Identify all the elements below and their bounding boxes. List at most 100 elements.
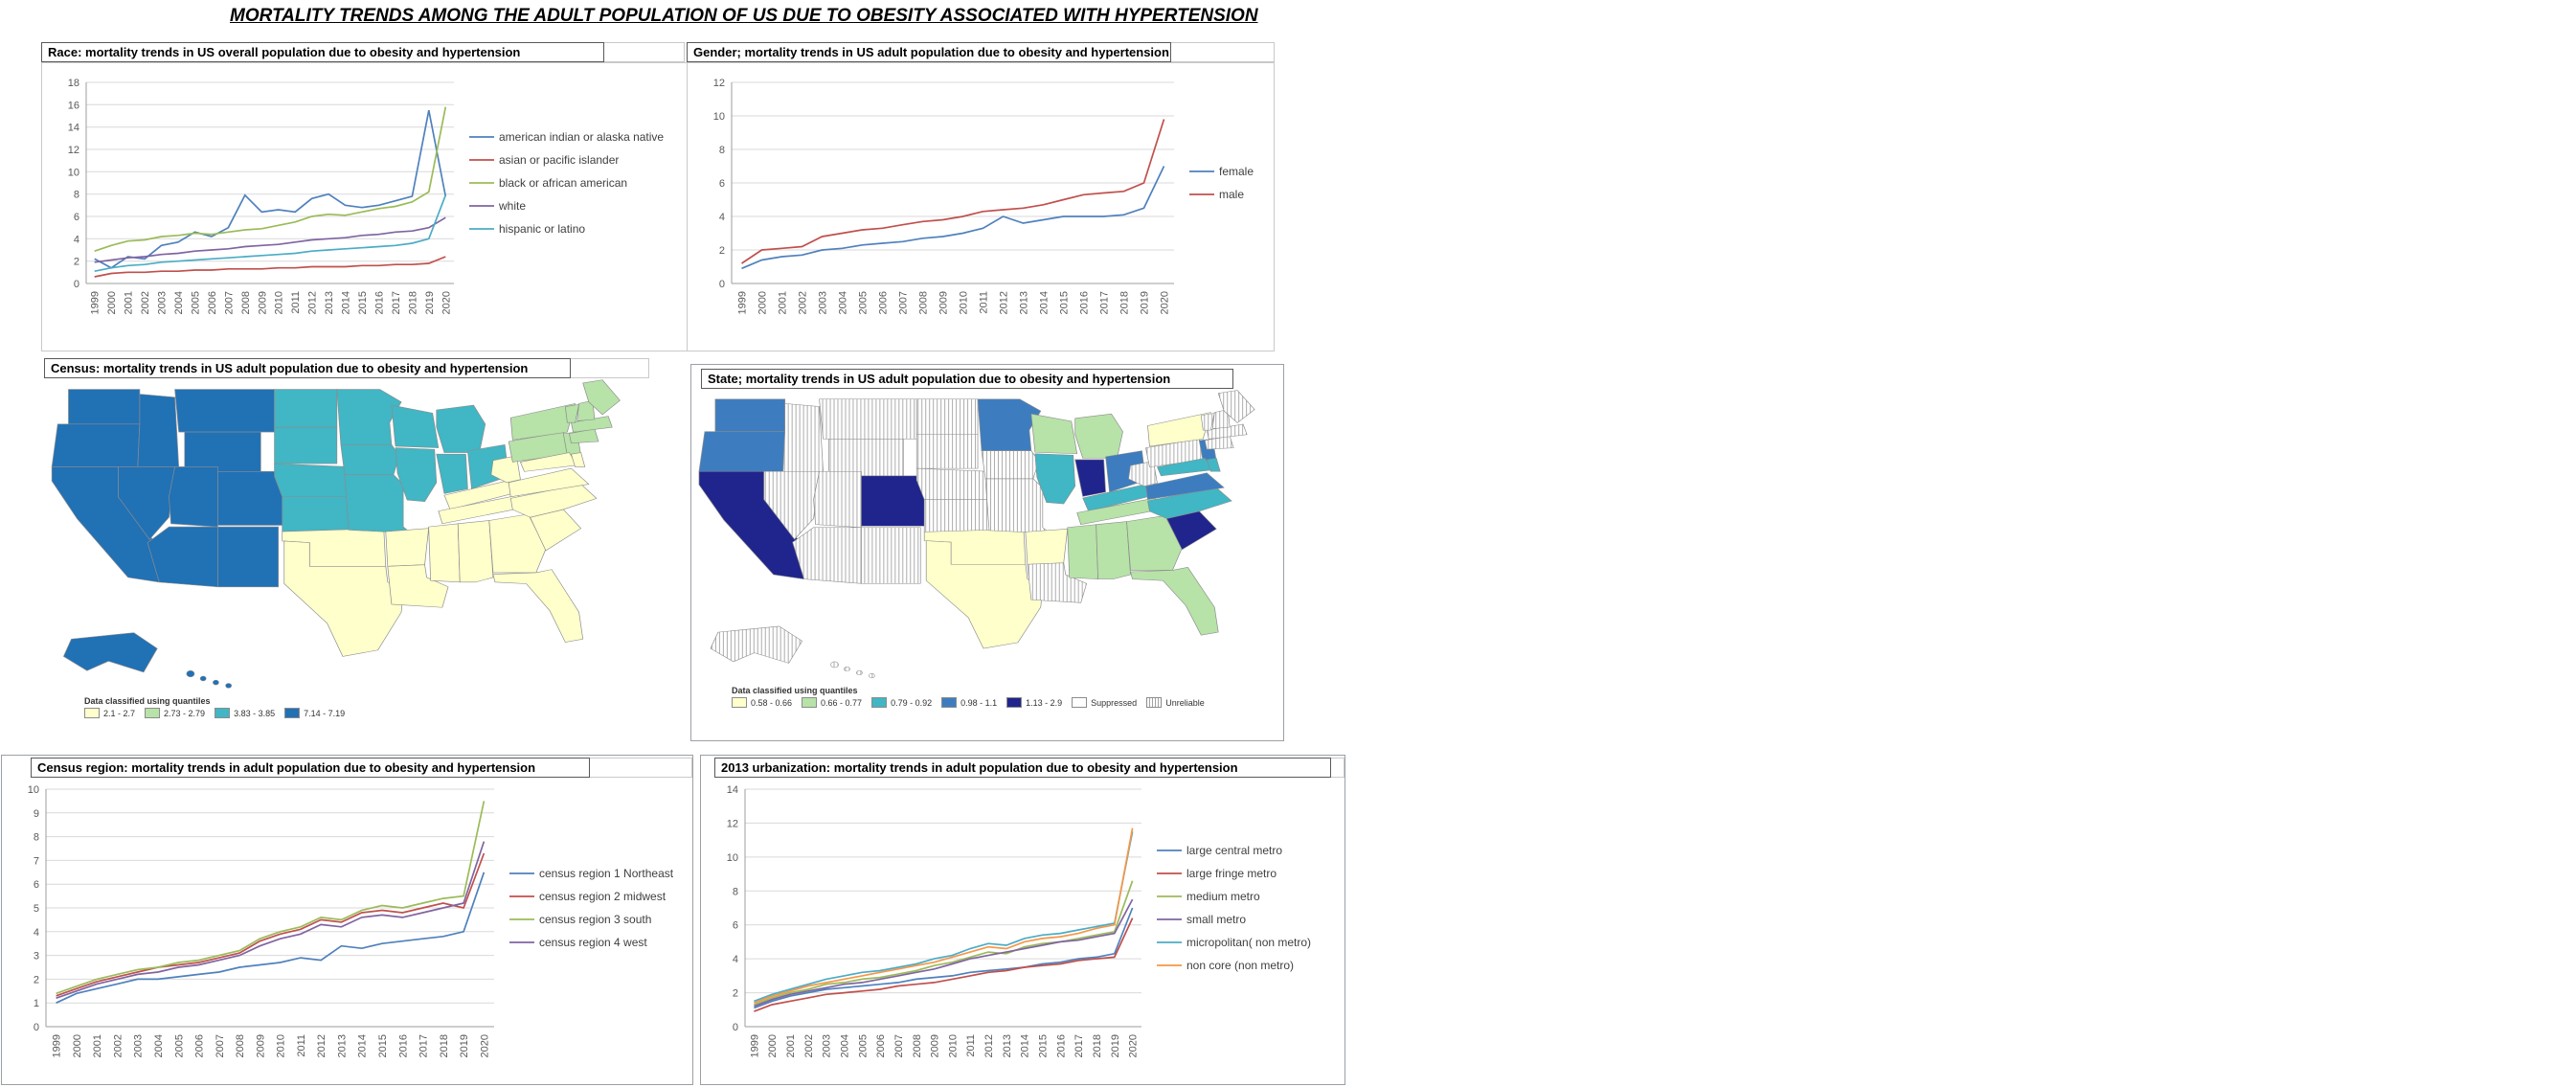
state-IN [436,453,468,494]
svg-text:2020: 2020 [441,291,452,314]
svg-text:10: 10 [68,167,79,178]
series-line [56,841,486,1000]
map-legend-item: 0.98 - 1.1 [941,697,997,708]
map-legend-note: Data classified using quantiles [84,696,211,706]
state-map-title-row: State; mortality trends in US adult popu… [691,365,1283,389]
state-KS [923,499,996,532]
svg-text:2000: 2000 [767,1034,779,1057]
svg-text:18: 18 [68,78,79,89]
state-CO [217,471,285,526]
svg-text:2: 2 [34,974,39,985]
empty-cell [571,358,649,378]
svg-text:2005: 2005 [173,1034,185,1057]
legend-label: Unreliable [1165,697,1205,708]
svg-text:1: 1 [34,998,39,1009]
svg-text:2009: 2009 [938,291,950,314]
census-region-map[interactable] [44,378,649,694]
svg-text:2017: 2017 [1099,291,1111,314]
svg-text:2003: 2003 [133,1034,145,1057]
state-FL [1130,567,1219,636]
race-title-row: Race: mortality trends in US overall pop… [41,42,696,62]
state-MS [428,523,461,583]
state-ID [137,394,180,467]
svg-text:6: 6 [34,879,39,891]
svg-text:4: 4 [74,234,79,245]
legend-entry: small metro [1186,913,1246,926]
svg-text:2011: 2011 [290,291,302,314]
state-GA [1126,515,1183,571]
urbanization-line-chart[interactable]: 0 2 4 6 8 10 12 14 1999 2000 2001 2002 2003 2004 2005 2… [701,778,1344,1082]
state-FL [492,569,584,643]
svg-text:2008: 2008 [918,291,930,314]
state-NV [118,466,175,540]
race-line-chart[interactable]: 0 2 4 6 8 10 12 14 16 18 1999 2000 2001 2002 2003 2004 2… [41,62,696,351]
series-line [754,827,1134,1004]
legend-swatch [802,697,818,708]
census-region-line-chart[interactable]: 0 1 2 3 4 5 6 7 8 9 10 1999 2000 2001 2002 2003 2004 2005… [2,778,692,1082]
svg-text:2000: 2000 [757,291,769,314]
svg-text:1999: 1999 [52,1034,63,1057]
svg-text:2013: 2013 [324,291,335,314]
series-line [741,119,1165,264]
gender-line-chart[interactable]: 0 2 4 6 8 10 12 1999 2000 2001 2002 2003 2004 2005 200… [687,62,1275,351]
svg-text:6: 6 [74,212,79,223]
state-NM [217,526,280,588]
state-MO [984,478,1051,534]
legend-swatch [732,697,747,708]
state-choropleth-map[interactable] [691,389,1283,684]
svg-text:2001: 2001 [778,291,789,314]
svg-text:8: 8 [34,832,39,844]
svg-text:7: 7 [34,855,39,867]
svg-text:2020: 2020 [1128,1034,1140,1057]
svg-text:2010: 2010 [276,1034,287,1057]
svg-text:2: 2 [719,245,725,257]
state-LA [1027,562,1088,603]
svg-text:2010: 2010 [947,1034,959,1057]
svg-text:2018: 2018 [1119,291,1131,314]
svg-text:10: 10 [727,852,738,864]
series-line [754,898,1134,1008]
svg-text:3: 3 [34,951,39,962]
state-KS [282,496,355,532]
map-legend-note: Data classified using quantiles [732,686,858,695]
svg-text:1999: 1999 [90,291,102,314]
state-WA [68,389,141,425]
svg-text:6: 6 [719,178,725,190]
empty-cell [1331,758,1344,778]
legend-entry: census region 4 west [539,936,647,949]
census-map-title-row: Census: mortality trends in US adult pop… [44,358,649,378]
map-legend-item: 3.83 - 3.85 [215,708,275,718]
svg-text:6: 6 [733,920,738,932]
legend-label: Suppressed [1091,697,1138,708]
state-SD [915,434,979,469]
svg-text:0: 0 [733,1022,738,1033]
state-NY [1147,412,1211,447]
svg-text:2016: 2016 [1055,1034,1067,1057]
svg-text:0: 0 [74,279,79,290]
svg-text:2014: 2014 [341,291,352,314]
svg-text:2006: 2006 [875,1034,887,1057]
legend-label: 0.66 - 0.77 [821,697,863,708]
legend-label: 7.14 - 7.19 [304,708,346,718]
state-MI [1074,413,1123,459]
svg-text:2015: 2015 [1059,291,1071,314]
svg-text:2004: 2004 [153,1034,165,1057]
series-line [754,831,1134,1003]
svg-text:2017: 2017 [391,291,402,314]
urbanization-panel: 2013 urbanization: mortality trends in a… [700,755,1345,1085]
svg-text:2007: 2007 [898,291,910,314]
legend-swatch [284,708,301,718]
svg-text:2003: 2003 [818,291,829,314]
svg-text:1999: 1999 [737,291,749,314]
series-line [754,917,1134,1012]
svg-text:2006: 2006 [878,291,890,314]
legend-entry: non core (non metro) [1186,959,1294,972]
state-WI [391,404,440,448]
state-OR [698,431,786,472]
legend-label: 0.58 - 0.66 [751,697,793,708]
legend-swatch [215,708,231,718]
legend-swatch [1072,697,1088,708]
state-MS [1067,524,1098,579]
svg-text:2: 2 [74,257,79,268]
state-NE [915,467,990,500]
